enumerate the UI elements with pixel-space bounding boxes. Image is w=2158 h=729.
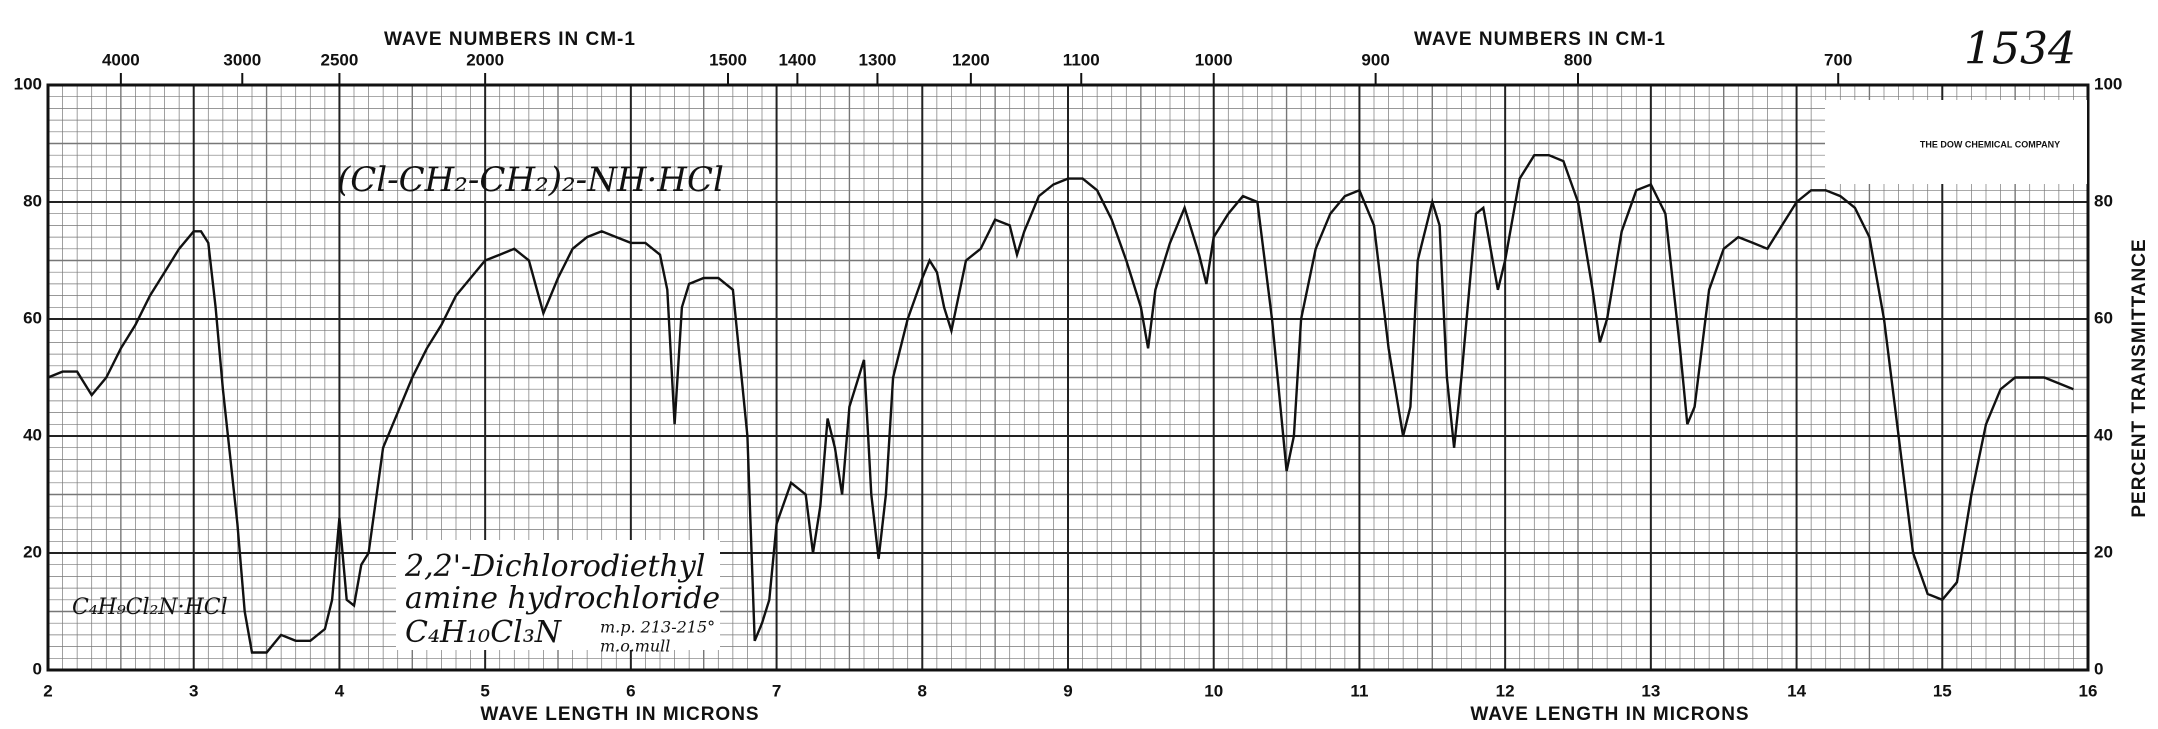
x2-tick-label: 1100 xyxy=(1063,50,1100,69)
x-tick-label: 6 xyxy=(626,681,635,700)
y-tick-label: 80 xyxy=(2094,191,2113,210)
x-tick-label: 7 xyxy=(772,681,781,700)
annotation: C₄H₉Cl₂N·HCl xyxy=(72,595,228,620)
x-tick-label: 9 xyxy=(1063,681,1072,700)
y-tick-label: 100 xyxy=(2094,74,2122,93)
x2-tick-label: 4000 xyxy=(102,50,140,69)
spectrum-line xyxy=(47,154,2074,654)
annotation: THE DOW CHEMICAL COMPANY xyxy=(1920,139,2060,149)
annotation: m.p. 213-215° xyxy=(600,618,715,637)
y-axis-label: PERCENT TRANSMITTANCE xyxy=(2129,238,2150,517)
x2-tick-label: 900 xyxy=(1361,50,1389,69)
annotation: m.o.mull xyxy=(600,637,670,656)
x2-tick-label: 700 xyxy=(1824,50,1852,69)
x2-tick-label: 800 xyxy=(1564,50,1592,69)
x-tick-label: 16 xyxy=(2079,681,2098,700)
x2-tick-label: 1000 xyxy=(1195,50,1233,69)
x-tick-label: 5 xyxy=(480,681,489,700)
x2-tick-label: 2500 xyxy=(321,50,359,69)
annotation: amine hydrochloride xyxy=(405,581,720,616)
y-tick-label: 0 xyxy=(33,659,42,678)
y-tick-label: 20 xyxy=(2094,542,2113,561)
y-tick-label: 40 xyxy=(2094,425,2113,444)
logo-box xyxy=(1825,100,2087,184)
x-tick-label: 15 xyxy=(1933,681,1952,700)
x-tick-label: 14 xyxy=(1787,681,1806,700)
y-tick-label: 20 xyxy=(23,542,42,561)
y-tick-label: 0 xyxy=(2094,659,2103,678)
x-tick-label: 3 xyxy=(189,681,198,700)
y-tick-label: 100 xyxy=(14,74,42,93)
x2-tick-label: 3000 xyxy=(223,50,261,69)
x2-tick-label: 1500 xyxy=(709,50,747,69)
x2-tick-label: 2000 xyxy=(466,50,504,69)
chart-title: 1534 xyxy=(1964,24,2076,75)
x-tick-label: 8 xyxy=(918,681,927,700)
y-tick-label: 80 xyxy=(23,191,42,210)
x-tick-label: 10 xyxy=(1204,681,1223,700)
x2-tick-label: 1300 xyxy=(859,50,897,69)
annotation: 2,2'-Dichlorodiethyl xyxy=(404,549,705,584)
x-tick-label: 13 xyxy=(1641,681,1660,700)
y-tick-label: 60 xyxy=(2094,308,2113,327)
x-tick-label: 4 xyxy=(335,681,345,700)
annotation: (Cl-CH₂-CH₂)₂-NH·HCl xyxy=(337,160,724,200)
y-tick-label: 40 xyxy=(23,425,42,444)
x2-tick-label: 1400 xyxy=(778,50,816,69)
x2-tick-label: 1200 xyxy=(952,50,990,69)
x-axis-label: WAVE LENGTH IN MICRONS xyxy=(1470,704,1749,725)
x2-axis-label: WAVE NUMBERS IN CM-1 xyxy=(384,29,636,50)
annotation: C₄H₁₀Cl₃N xyxy=(405,615,563,650)
x-axis-label: WAVE LENGTH IN MICRONS xyxy=(480,704,759,725)
x2-axis-label: WAVE NUMBERS IN CM-1 xyxy=(1414,29,1666,50)
x-tick-label: 12 xyxy=(1496,681,1515,700)
note-box xyxy=(396,540,720,650)
x-tick-label: 11 xyxy=(1350,681,1368,700)
y-tick-label: 60 xyxy=(23,308,42,327)
x-tick-label: 2 xyxy=(43,681,52,700)
